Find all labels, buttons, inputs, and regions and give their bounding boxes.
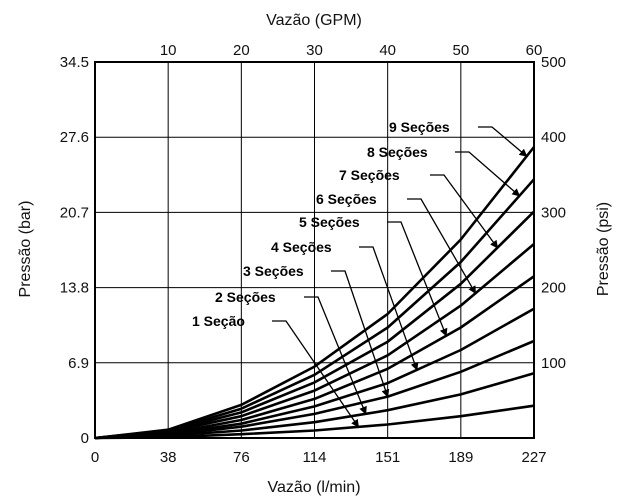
bottom-tick-label: 76 xyxy=(233,449,250,466)
bottom-axis-title: Vazão (l/min) xyxy=(267,479,360,496)
series-leader-arrow xyxy=(455,151,521,197)
series-curve xyxy=(94,146,536,440)
right-tick-label: 200 xyxy=(541,280,566,297)
series-leader-arrow xyxy=(304,296,367,415)
series-label: 1 Seção xyxy=(192,313,245,329)
series-label: 2 Seções xyxy=(215,289,276,305)
series-leader-arrow xyxy=(387,221,448,337)
left-axis-title: Pressão (bar) xyxy=(17,201,34,298)
series-leader-arrow xyxy=(430,174,499,249)
right-tick-label: 400 xyxy=(541,129,566,146)
top-tick-label: 20 xyxy=(233,42,250,59)
left-tick-label: 27.6 xyxy=(60,129,89,146)
series-label: 3 Seções xyxy=(243,263,304,279)
series-leader-arrow xyxy=(478,126,528,157)
series-leader-arrow xyxy=(272,320,359,428)
series-labels: 1 Seção 2 Seções 3 Seções 4 Seções 5 Seções 6… xyxy=(192,119,528,428)
top-tick-label: 60 xyxy=(526,42,543,59)
top-tick-label: 40 xyxy=(379,42,396,59)
bottom-tick-label: 114 xyxy=(303,449,327,466)
bottom-tick-label: 0 xyxy=(91,449,99,466)
top-axis-title: Vazão (GPM) xyxy=(266,12,362,29)
bottom-tick-label: 227 xyxy=(521,449,546,466)
tick-labels: 10 20 30 40 50 60 0 38 76 114 151 189 227 0 6.9 13.8 20.… xyxy=(60,42,566,466)
left-tick-label: 13.8 xyxy=(60,280,89,297)
right-tick-label: 100 xyxy=(541,355,566,372)
series-label: 4 Seções xyxy=(271,239,332,255)
bottom-tick-label: 189 xyxy=(448,449,473,466)
series-leader-arrow xyxy=(331,270,390,398)
right-axis-title: Pressão (psi) xyxy=(595,202,612,296)
series-label: 9 Seções xyxy=(389,119,450,135)
right-tick-label: 500 xyxy=(541,54,566,71)
series-leader-arrow xyxy=(359,246,419,371)
right-tick-label: 300 xyxy=(541,204,566,221)
left-tick-label: 20.7 xyxy=(60,204,89,221)
bottom-tick-label: 151 xyxy=(375,449,400,466)
series-curves xyxy=(94,146,536,440)
left-tick-label: 6.9 xyxy=(68,355,89,372)
bottom-tick-label: 38 xyxy=(160,449,177,466)
series-label: 7 Seções xyxy=(339,167,400,183)
left-tick-label: 0 xyxy=(81,430,89,447)
series-label: 6 Seções xyxy=(316,191,377,207)
left-tick-label: 34.5 xyxy=(60,54,89,71)
top-tick-label: 30 xyxy=(306,42,323,59)
series-curve xyxy=(94,275,535,440)
series-label: 8 Seções xyxy=(367,144,428,160)
top-tick-label: 50 xyxy=(452,42,469,59)
series-label: 5 Seções xyxy=(299,214,360,230)
plot-frame xyxy=(94,61,535,439)
series-leader-arrow xyxy=(407,198,477,295)
top-tick-label: 10 xyxy=(160,42,177,59)
